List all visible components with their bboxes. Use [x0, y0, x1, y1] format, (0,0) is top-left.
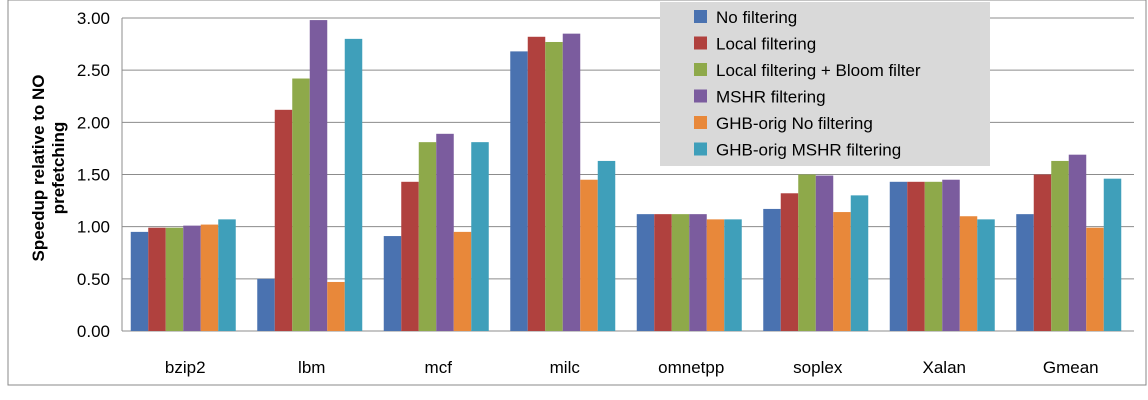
- bar-soplex-ghb-orig-no-filtering: [833, 212, 851, 331]
- bar-mcf-local-filtering-bloom-filter: [418, 142, 437, 331]
- y-axis-label: Speedup relative to NOprefetching: [29, 74, 68, 261]
- x-category-label: bzip2: [165, 358, 206, 377]
- bar-mcf-ghb-orig-no-filtering: [453, 231, 472, 331]
- bar-gmean-local-filtering-bloom-filter: [1051, 160, 1069, 331]
- bar-bzip2-local-filtering: [148, 227, 166, 331]
- x-category-label: lbm: [298, 358, 325, 377]
- bar-soplex-local-filtering: [780, 193, 799, 331]
- y-tick-label: 2.00: [77, 113, 110, 132]
- y-tick-label: 3.00: [77, 9, 110, 28]
- bar-lbm-ghb-orig-mshr-filtering: [344, 38, 363, 331]
- bar-lbm-ghb-orig-no-filtering: [327, 281, 345, 331]
- bar-xalan-mshr-filtering: [942, 179, 960, 331]
- legend-label: MSHR filtering: [716, 88, 826, 107]
- bar-omnetpp-local-filtering-bloom-filter: [671, 214, 690, 331]
- bar-milc-mshr-filtering: [562, 33, 581, 332]
- x-category-label: mcf: [425, 358, 453, 377]
- bar-omnetpp-local-filtering: [654, 214, 672, 331]
- legend-swatch: [694, 10, 707, 23]
- bar-xalan-local-filtering-bloom-filter: [924, 181, 943, 331]
- bar-mcf-no-filtering: [383, 236, 402, 331]
- x-category-label: Gmean: [1043, 358, 1099, 377]
- legend-swatch: [694, 116, 707, 129]
- bar-omnetpp-no-filtering: [636, 214, 655, 331]
- bar-omnetpp-mshr-filtering: [689, 214, 707, 331]
- bar-soplex-local-filtering-bloom-filter: [798, 174, 816, 331]
- bar-xalan-local-filtering: [907, 181, 925, 331]
- bar-gmean-ghb-orig-mshr-filtering: [1103, 178, 1122, 331]
- bar-xalan-no-filtering: [889, 181, 908, 331]
- legend-swatch: [694, 63, 707, 76]
- bar-soplex-no-filtering: [763, 208, 781, 331]
- legend-label: GHB-orig MSHR filtering: [716, 141, 901, 160]
- legend-label: GHB-orig No filtering: [716, 114, 873, 133]
- x-category-label: Xalan: [923, 358, 966, 377]
- bar-soplex-mshr-filtering: [815, 175, 834, 331]
- legend-label: No filtering: [716, 8, 797, 27]
- bar-milc-ghb-orig-mshr-filtering: [597, 160, 616, 331]
- bar-gmean-no-filtering: [1016, 214, 1034, 331]
- bar-lbm-local-filtering-bloom-filter: [292, 78, 310, 331]
- bar-milc-local-filtering-bloom-filter: [545, 41, 563, 331]
- bar-milc-local-filtering: [527, 36, 546, 331]
- bar-omnetpp-ghb-orig-no-filtering: [706, 219, 725, 331]
- bar-bzip2-mshr-filtering: [183, 225, 201, 331]
- bar-lbm-no-filtering: [257, 278, 275, 331]
- bar-soplex-ghb-orig-mshr-filtering: [850, 195, 869, 331]
- legend-box: [660, 2, 990, 166]
- bar-mcf-ghb-orig-mshr-filtering: [471, 142, 489, 331]
- bars: [130, 20, 1122, 332]
- bar-gmean-local-filtering: [1033, 174, 1052, 331]
- legend-swatch: [694, 142, 707, 156]
- axis-labels: 0.00 0.50 1.00 1.50 2.00 2.50 3.00 Speedup rela…: [29, 9, 1099, 377]
- x-category-label: soplex: [793, 358, 843, 377]
- y-tick-label: 0.00: [77, 322, 110, 341]
- bar-bzip2-local-filtering-bloom-filter: [165, 227, 184, 331]
- bar-mcf-mshr-filtering: [436, 133, 454, 331]
- legend: No filtering Local filtering Local filteri…: [660, 2, 990, 166]
- bar-bzip2-no-filtering: [130, 231, 149, 331]
- bar-lbm-mshr-filtering: [309, 20, 328, 331]
- y-tick-label: 0.50: [77, 270, 110, 289]
- y-tick-label: 1.00: [77, 218, 110, 237]
- bar-milc-ghb-orig-no-filtering: [580, 179, 598, 331]
- bar-gmean-mshr-filtering: [1068, 154, 1087, 331]
- bar-bzip2-ghb-orig-no-filtering: [200, 224, 219, 331]
- bar-xalan-ghb-orig-mshr-filtering: [977, 219, 995, 331]
- bar-gmean-ghb-orig-no-filtering: [1086, 227, 1104, 331]
- bar-bzip2-ghb-orig-mshr-filtering: [218, 219, 236, 331]
- bar-xalan-ghb-orig-no-filtering: [959, 216, 978, 331]
- bar-lbm-local-filtering: [274, 109, 293, 332]
- bar-milc-no-filtering: [510, 51, 528, 332]
- bar-omnetpp-ghb-orig-mshr-filtering: [724, 219, 742, 331]
- x-category-label: omnetpp: [658, 358, 724, 377]
- legend-swatch: [694, 36, 707, 50]
- y-tick-label: 1.50: [77, 166, 110, 185]
- legend-label: Local filtering + Bloom filter: [716, 61, 921, 80]
- legend-swatch: [694, 89, 707, 103]
- bar-mcf-local-filtering: [401, 181, 419, 331]
- legend-label: Local filtering: [716, 35, 816, 54]
- y-tick-label: 2.50: [77, 61, 110, 80]
- x-category-label: milc: [550, 358, 581, 377]
